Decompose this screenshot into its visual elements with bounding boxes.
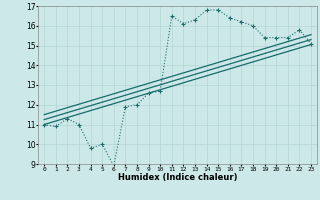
X-axis label: Humidex (Indice chaleur): Humidex (Indice chaleur): [118, 173, 237, 182]
